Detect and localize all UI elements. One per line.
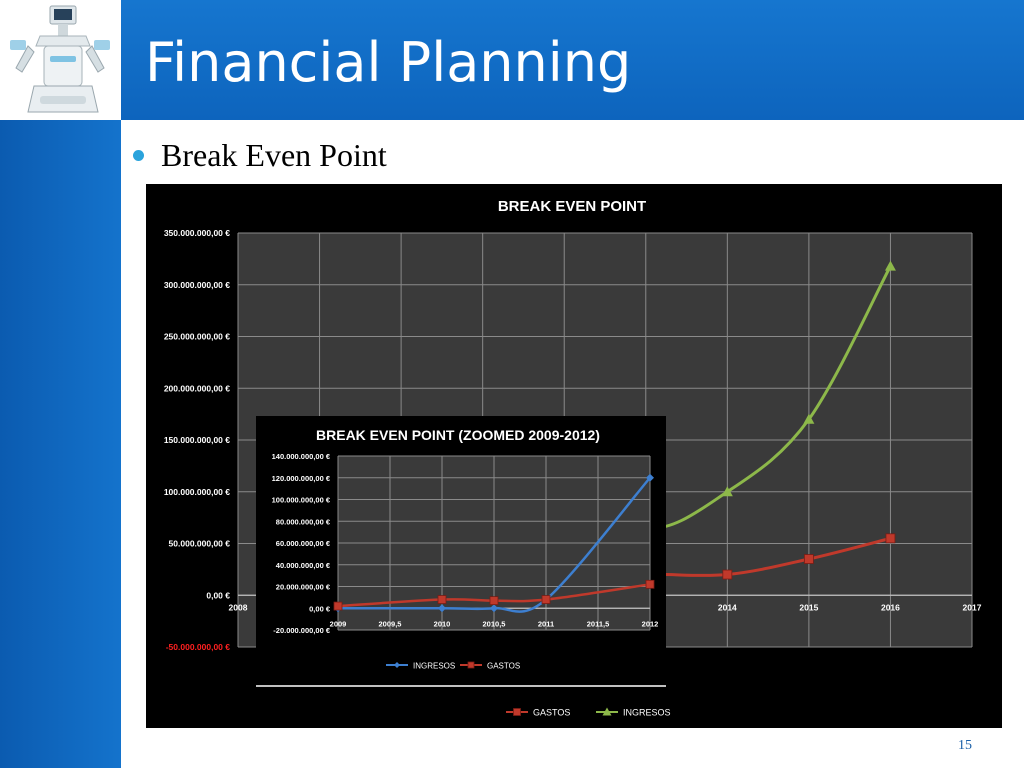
y-tick-label: 60.000.000,00 € [276,539,331,548]
x-tick-label: 2010 [434,619,451,628]
data-point-ingresos [721,486,733,497]
x-tick-label: 2012 [642,619,659,628]
y-tick-label: 300.000.000,00 € [164,280,230,290]
data-point-gastos [645,579,655,589]
legend-label-gastos: GASTOS [533,708,570,718]
y-tick-label: 250.000.000,00 € [164,332,230,342]
x-tick-label: 2010,5 [483,619,506,628]
x-tick-label: 2011,5 [587,619,610,628]
page-number: 15 [958,738,972,753]
y-tick-label: 80.000.000,00 € [276,517,331,526]
legend-marker-gastos [513,708,521,716]
x-tick-label: 2014 [718,602,737,612]
surgical-robot-icon [10,5,110,113]
data-point-ingresos [803,413,815,424]
data-point-gastos [333,601,343,611]
y-tick-label: 200.000.000,00 € [164,383,230,393]
inset-title: BREAK EVEN POINT (ZOOMED 2009-2012) [316,427,600,443]
left-decorative-bar [0,120,121,768]
data-point-ingresos [646,473,654,482]
x-tick-label: 2009,5 [379,619,402,628]
bullet-text: Break Even Point [161,137,387,173]
legend-marker-gastos [467,661,475,669]
title-bar [0,0,1024,120]
x-tick-label: 2009 [330,619,347,628]
bullet-icon [133,150,144,161]
y-tick-label: -50.000.000,00 € [166,642,231,652]
data-point-gastos [541,595,551,604]
y-tick-label: 0,00 € [206,590,230,600]
chart-title: BREAK EVEN POINT [498,198,646,215]
logo [0,0,121,120]
zoomed-chart-svg: BREAK EVEN POINT (ZOOMED 2009-2012) -20.… [256,416,666,690]
x-tick-label: 2008 [229,602,248,612]
data-point-gastos [885,533,896,544]
y-tick-label: 150.000.000,00 € [164,435,230,445]
x-tick-label: 2016 [881,602,900,612]
data-point-ingresos [490,604,498,613]
legend-label-ingresos: INGRESOS [623,708,671,718]
break-even-zoomed-chart: BREAK EVEN POINT (ZOOMED 2009-2012) -20.… [256,416,666,690]
data-point-gastos [437,595,447,604]
y-tick-label: 20.000.000,00 € [276,583,331,592]
y-tick-label: 350.000.000,00 € [164,228,230,238]
legend-marker-ingresos [394,662,400,668]
y-tick-label: 40.000.000,00 € [276,561,331,570]
y-tick-label: -20.000.000,00 € [273,626,331,635]
x-tick-label: 2015 [799,602,818,612]
y-tick-label: 0,00 € [309,604,331,613]
legend-label-gastos: GASTOS [487,662,520,671]
data-point-gastos [803,554,814,564]
slide-title: Financial Planning [145,31,632,94]
x-tick-label: 2011 [538,619,554,628]
data-point-ingresos [438,604,446,613]
legend-label-ingresos: INGRESOS [413,662,455,671]
y-tick-label: 140.000.000,00 € [272,452,331,461]
y-tick-label: 100.000.000,00 € [164,487,230,497]
y-tick-label: 100.000.000,00 € [272,496,331,505]
data-point-ingresos [884,260,896,271]
y-tick-label: 50.000.000,00 € [169,539,231,549]
x-tick-label: 2017 [963,602,982,612]
data-point-gastos [722,569,733,580]
y-tick-label: 120.000.000,00 € [272,474,331,483]
data-point-gastos [489,596,499,606]
legend-marker-ingresos [602,707,612,716]
